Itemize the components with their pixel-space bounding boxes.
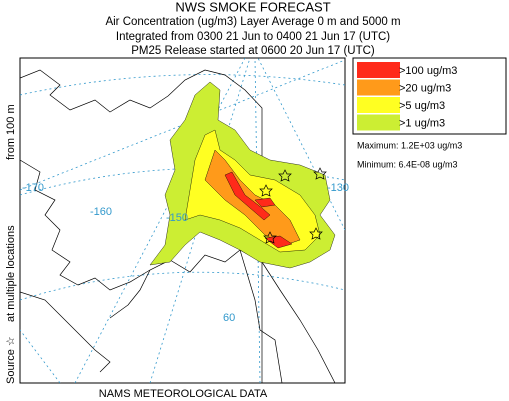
- source-markers: [259, 167, 327, 244]
- header-line: PM25 Release started at 0600 20 Jun 17 (…: [131, 45, 375, 57]
- legend-swatch: [357, 62, 400, 78]
- longitude-label: -170: [22, 182, 44, 194]
- legend-swatch: [357, 97, 400, 113]
- side-label: at multiple locations: [5, 225, 17, 322]
- longitude-label: -160: [90, 206, 112, 218]
- side-label: from 100 m: [5, 104, 17, 160]
- legend-swatch: [357, 114, 400, 131]
- maximum-text: Maximum: 1.2E+03 ug/m3: [357, 140, 462, 150]
- latitude-label: 60: [223, 312, 235, 324]
- header-line: Integrated from 0300 21 Jun to 0400 21 J…: [116, 31, 390, 43]
- longitude-label: -130: [327, 182, 349, 194]
- coastline: [20, 69, 336, 383]
- legend-label: >100 ug/m3: [399, 65, 457, 77]
- footer: NAMS METEOROLOGICAL DATA: [99, 388, 268, 400]
- legend-label: >5 ug/m3: [399, 100, 445, 112]
- legend: >100 ug/m3 >20 ug/m3 >5 ug/m3 >1 ug/m3: [352, 57, 507, 135]
- legend-label: >1 ug/m3: [399, 117, 445, 129]
- side-label: Source ☆: [5, 336, 17, 384]
- header-line: Air Concentration (ug/m3) Layer Average …: [105, 16, 400, 28]
- title: NWS SMOKE FORECAST: [175, 0, 330, 14]
- map: -170 -160 -150 -130 60: [19, 57, 349, 384]
- smoke-plume: [149, 81, 336, 269]
- legend-label: >20 ug/m3: [399, 82, 451, 94]
- legend-swatch: [357, 79, 400, 96]
- longitude-label: -150: [166, 212, 188, 224]
- minimum-text: Minimum: 6.4E-08 ug/m3: [357, 159, 458, 169]
